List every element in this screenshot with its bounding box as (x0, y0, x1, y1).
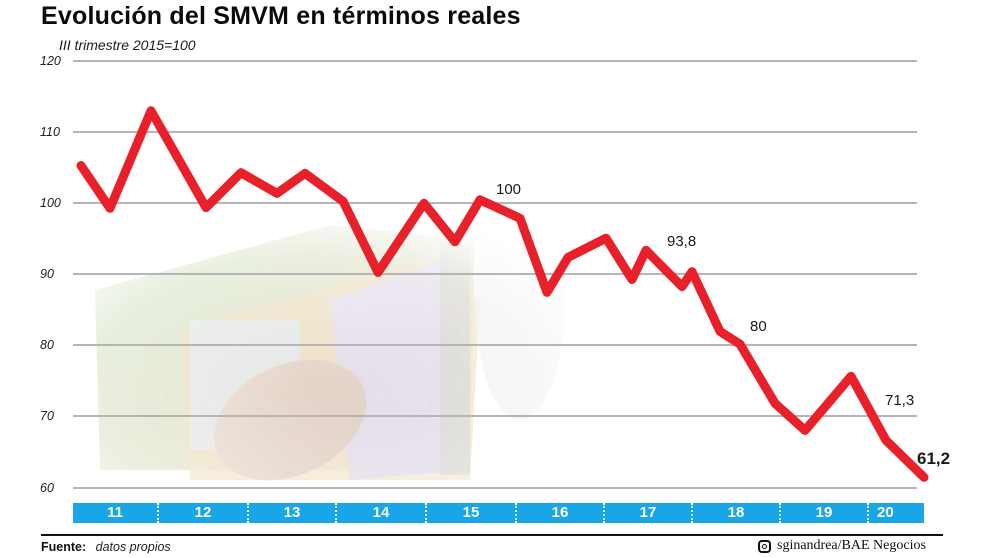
x-axis-year-bar: 11 12 13 14 15 16 17 18 19 20 (73, 503, 924, 523)
footer-divider (41, 534, 943, 536)
ytick-70: 70 (40, 409, 54, 423)
smvm-data-line (76, 106, 929, 482)
year-label-2015: 15 (425, 503, 515, 523)
source-note: Fuente: datos propios (41, 540, 171, 554)
year-label-2017: 17 (603, 503, 691, 523)
ytick-60: 60 (40, 481, 54, 495)
ytick-120: 120 (40, 54, 61, 68)
year-label-2012: 12 (157, 503, 247, 523)
ytick-110: 110 (40, 125, 60, 139)
source-value: datos propios (95, 540, 171, 554)
year-label-2018: 18 (691, 503, 779, 523)
author-credit: sginandrea/BAE Negocios (758, 538, 926, 554)
annotation-61-2: 61,2 (917, 449, 951, 468)
year-label-2013: 13 (247, 503, 335, 523)
annotation-93-8: 93,8 (667, 233, 697, 250)
year-label-2014: 14 (335, 503, 425, 523)
source-label: Fuente: (41, 540, 87, 554)
annotation-100: 100 (496, 181, 522, 198)
banknotes-background-image (95, 180, 565, 481)
annotation-80: 80 (750, 318, 767, 335)
chart-subtitle: III trimestre 2015=100 (59, 37, 196, 53)
chart-title: Evolución del SMVM en términos reales (41, 2, 521, 30)
year-label-2011: 11 (107, 504, 123, 521)
ytick-90: 90 (40, 267, 54, 281)
annotation-71-3: 71,3 (885, 392, 915, 409)
ytick-80: 80 (40, 338, 54, 352)
instagram-icon (758, 539, 771, 553)
ytick-100: 100 (40, 196, 61, 210)
year-label-2019: 19 (779, 503, 867, 523)
year-label-2020: 20 (867, 503, 924, 523)
credit-text: sginandrea/BAE Negocios (777, 538, 926, 553)
year-label-2016: 16 (515, 503, 603, 523)
